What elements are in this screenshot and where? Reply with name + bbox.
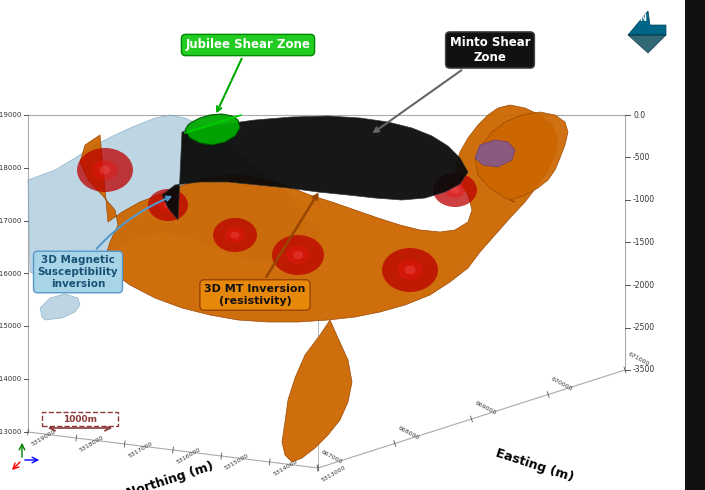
Polygon shape [28,115,318,280]
Text: 668000: 668000 [397,425,420,441]
Text: -2000: -2000 [633,280,655,290]
Polygon shape [80,105,558,322]
Text: -3500: -3500 [633,366,655,374]
Text: 5319000: 5319000 [30,429,57,447]
Text: 3D Magnetic
Susceptibility
inversion: 3D Magnetic Susceptibility inversion [37,196,171,289]
Text: 5313000: 5313000 [321,465,347,483]
Text: 5318000: 5318000 [0,165,22,171]
Ellipse shape [99,166,111,174]
Text: 667000: 667000 [320,450,343,465]
Polygon shape [475,140,515,167]
Ellipse shape [445,182,465,197]
Text: 3D MT Inversion
(resistivity): 3D MT Inversion (resistivity) [204,195,317,306]
Text: Jubilee Shear Zone: Jubilee Shear Zone [185,39,310,111]
Ellipse shape [164,202,172,208]
Text: 1000m: 1000m [63,415,97,423]
Text: -2500: -2500 [633,323,655,332]
Text: 671000: 671000 [627,352,651,367]
Polygon shape [162,116,468,220]
Text: 0.0: 0.0 [633,111,645,120]
Polygon shape [40,294,80,320]
Text: 5317000: 5317000 [128,441,154,459]
Ellipse shape [159,198,177,212]
Ellipse shape [382,248,438,292]
Polygon shape [282,320,352,462]
Text: 5319000: 5319000 [0,112,22,118]
Ellipse shape [225,227,245,243]
Text: 5316000: 5316000 [0,270,22,276]
Text: -1000: -1000 [633,196,655,204]
Bar [685,0,705,490]
Ellipse shape [92,160,118,180]
Text: 5317000: 5317000 [0,218,22,223]
Ellipse shape [148,189,188,221]
Ellipse shape [286,246,309,264]
Text: N: N [639,15,646,24]
Polygon shape [628,11,666,35]
Ellipse shape [213,218,257,252]
Text: -500: -500 [633,153,651,162]
Text: 5315000: 5315000 [0,323,22,329]
Text: Northing (m): Northing (m) [125,460,215,490]
Ellipse shape [272,235,324,275]
Text: 670000: 670000 [551,376,574,392]
Text: Minto Shear
Zone: Minto Shear Zone [374,36,530,132]
Ellipse shape [231,232,240,239]
Text: 5316000: 5316000 [176,447,202,465]
Ellipse shape [433,173,477,207]
Ellipse shape [405,266,416,274]
Polygon shape [628,35,666,53]
Ellipse shape [398,260,422,280]
Text: 5314000: 5314000 [0,376,22,382]
Text: 5318000: 5318000 [79,435,105,453]
Polygon shape [185,114,240,145]
Text: 5313000: 5313000 [0,429,22,435]
FancyBboxPatch shape [42,412,118,426]
Polygon shape [475,112,568,202]
Ellipse shape [77,148,133,192]
Text: -1500: -1500 [633,238,655,247]
Text: 5314000: 5314000 [272,459,298,477]
Ellipse shape [450,187,460,194]
Ellipse shape [293,251,303,259]
Text: 5315000: 5315000 [224,453,250,471]
Text: 669000: 669000 [474,401,497,416]
Text: Easting (m): Easting (m) [494,446,576,484]
Text: Elevation (m): Elevation (m) [687,201,699,289]
